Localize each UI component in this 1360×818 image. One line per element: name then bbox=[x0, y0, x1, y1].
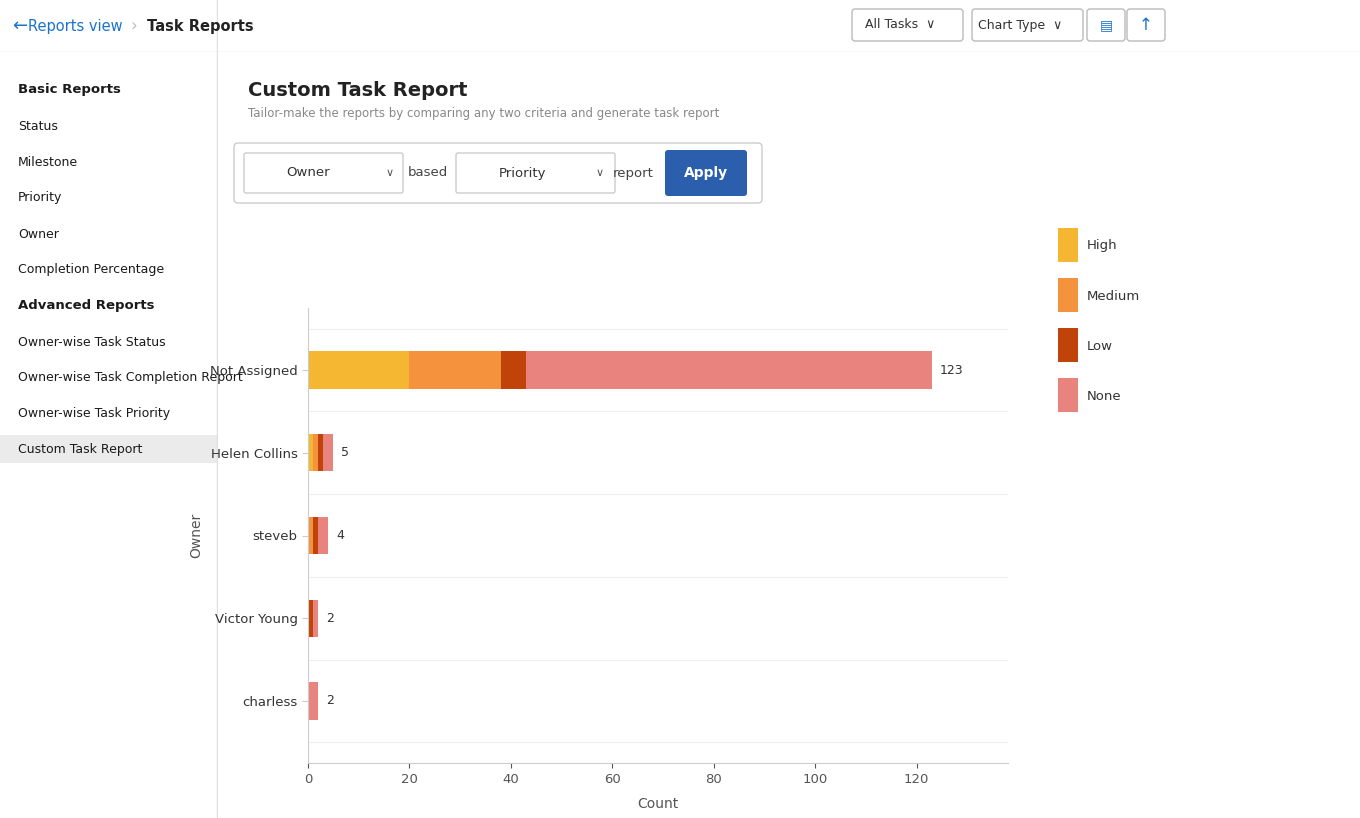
Text: Owner: Owner bbox=[286, 167, 330, 179]
Bar bbox=[313, 434, 318, 471]
Text: Reports view: Reports view bbox=[29, 19, 122, 34]
Bar bbox=[1058, 378, 1077, 412]
Text: ›: › bbox=[131, 17, 137, 35]
Text: All Tasks  ∨: All Tasks ∨ bbox=[865, 19, 936, 32]
Text: Status: Status bbox=[18, 119, 58, 133]
Bar bbox=[307, 600, 313, 637]
Text: ↑: ↑ bbox=[1140, 16, 1153, 34]
Text: Owner-wise Task Status: Owner-wise Task Status bbox=[18, 335, 166, 348]
Text: None: None bbox=[1087, 389, 1122, 402]
Bar bbox=[307, 682, 318, 720]
Text: Milestone: Milestone bbox=[18, 155, 78, 169]
Text: Owner-wise Task Completion Report: Owner-wise Task Completion Report bbox=[18, 371, 242, 384]
Text: 5: 5 bbox=[341, 447, 350, 459]
Bar bbox=[313, 600, 318, 637]
Text: report: report bbox=[612, 167, 653, 179]
FancyBboxPatch shape bbox=[234, 143, 762, 203]
Text: Custom Task Report: Custom Task Report bbox=[18, 443, 143, 456]
X-axis label: Count: Count bbox=[638, 797, 679, 811]
Bar bbox=[324, 434, 333, 471]
Text: 2: 2 bbox=[326, 694, 333, 708]
Bar bbox=[307, 352, 409, 389]
Bar bbox=[526, 352, 932, 389]
Bar bbox=[307, 517, 313, 554]
Text: Priority: Priority bbox=[18, 191, 63, 204]
Bar bbox=[1058, 328, 1077, 362]
FancyBboxPatch shape bbox=[851, 9, 963, 41]
Text: Advanced Reports: Advanced Reports bbox=[18, 299, 155, 312]
Text: ∨: ∨ bbox=[596, 168, 604, 178]
Text: based: based bbox=[408, 167, 449, 179]
Text: Task Reports: Task Reports bbox=[147, 19, 253, 34]
Bar bbox=[500, 352, 526, 389]
Text: Chart Type  ∨: Chart Type ∨ bbox=[978, 19, 1062, 32]
Bar bbox=[0, 435, 218, 463]
FancyBboxPatch shape bbox=[972, 9, 1083, 41]
Text: Medium: Medium bbox=[1087, 290, 1140, 303]
Text: High: High bbox=[1087, 240, 1118, 253]
FancyBboxPatch shape bbox=[665, 150, 747, 196]
Bar bbox=[1058, 228, 1077, 262]
Text: ▤: ▤ bbox=[1099, 18, 1112, 32]
Text: Completion Percentage: Completion Percentage bbox=[18, 263, 165, 276]
Bar bbox=[409, 352, 500, 389]
Text: Custom Task Report: Custom Task Report bbox=[248, 80, 468, 100]
Bar bbox=[307, 434, 313, 471]
Bar bbox=[318, 434, 324, 471]
Text: Low: Low bbox=[1087, 339, 1112, 353]
Text: 4: 4 bbox=[336, 529, 344, 542]
Text: Owner: Owner bbox=[18, 227, 58, 240]
FancyBboxPatch shape bbox=[1087, 9, 1125, 41]
Text: ∨: ∨ bbox=[386, 168, 394, 178]
Bar bbox=[318, 517, 328, 554]
Text: Owner-wise Task Priority: Owner-wise Task Priority bbox=[18, 407, 170, 420]
Text: Tailor-make the reports by comparing any two criteria and generate task report: Tailor-make the reports by comparing any… bbox=[248, 107, 719, 120]
Y-axis label: Owner: Owner bbox=[189, 513, 203, 558]
Text: 123: 123 bbox=[940, 363, 963, 376]
FancyBboxPatch shape bbox=[456, 153, 615, 193]
FancyBboxPatch shape bbox=[1127, 9, 1166, 41]
Text: 2: 2 bbox=[326, 612, 333, 625]
Text: Priority: Priority bbox=[499, 167, 547, 179]
FancyBboxPatch shape bbox=[243, 153, 403, 193]
Text: Apply: Apply bbox=[684, 166, 728, 180]
Text: Basic Reports: Basic Reports bbox=[18, 83, 121, 97]
Bar bbox=[1058, 278, 1077, 312]
Text: ←: ← bbox=[12, 17, 27, 35]
Bar bbox=[313, 517, 318, 554]
